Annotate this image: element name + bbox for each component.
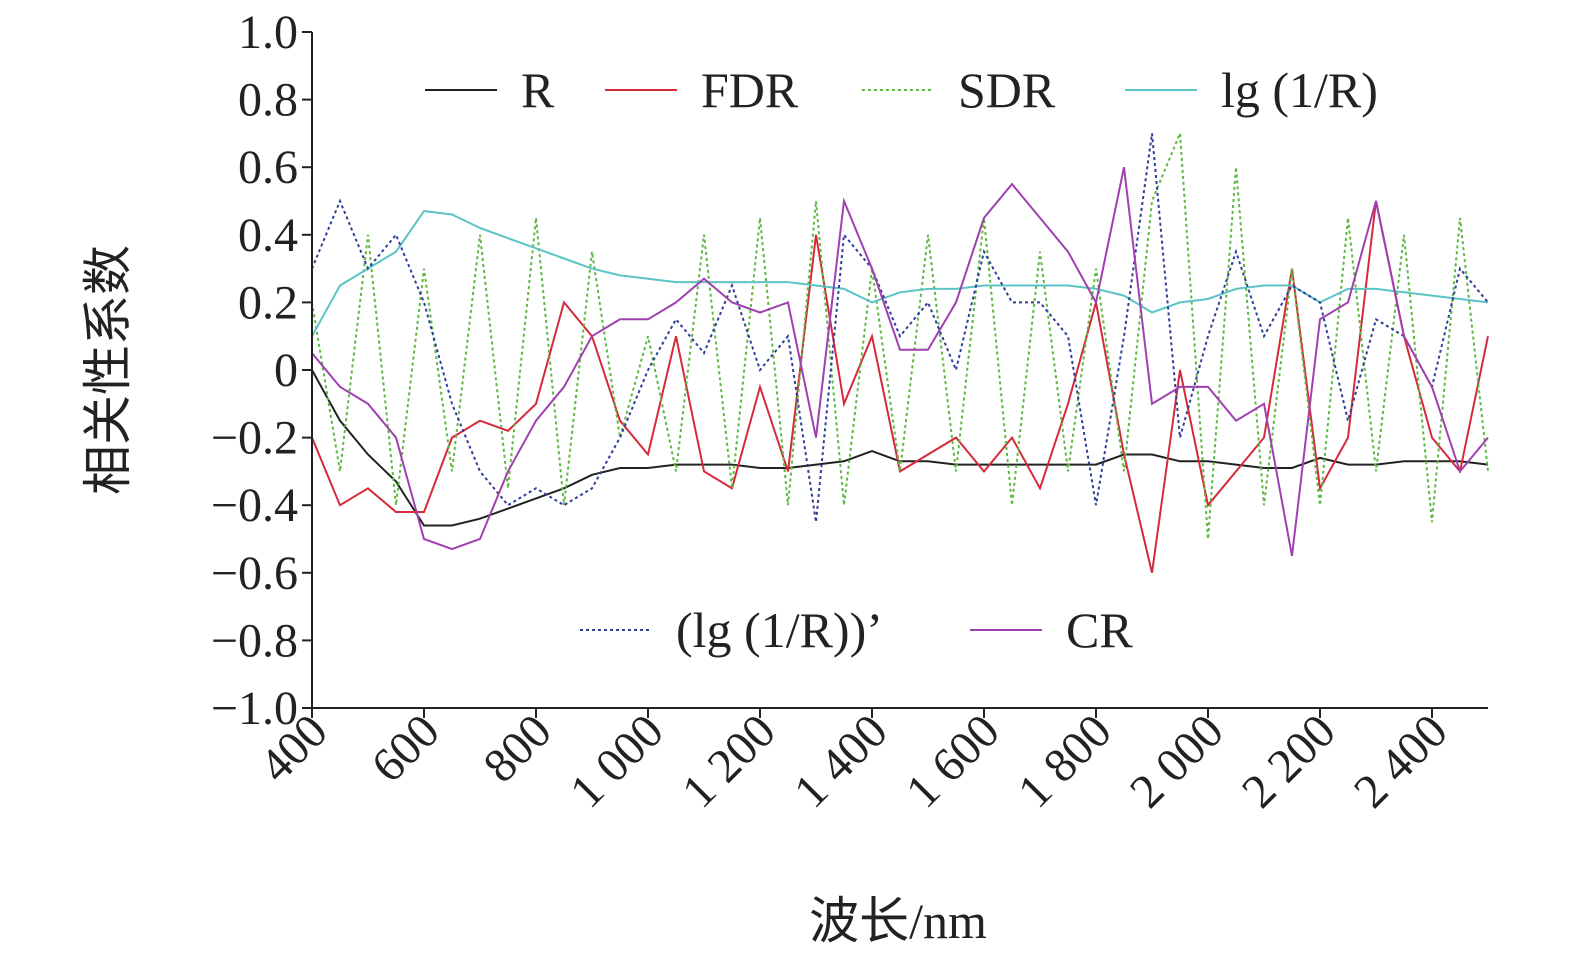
- series-line: [312, 133, 1489, 540]
- y-tick-label: −0.4: [211, 479, 298, 532]
- legend-label: FDR: [701, 62, 799, 118]
- y-tick-label: 0: [274, 344, 298, 397]
- y-tick-label: −1.0: [211, 682, 298, 735]
- y-tick-label: −0.2: [211, 412, 298, 465]
- y-tick-label: 0.6: [238, 141, 298, 194]
- x-tick-label: 2 400: [1344, 704, 1458, 818]
- y-tick-label: 0.2: [238, 276, 298, 329]
- y-axis-title: 相关性系数: [80, 245, 136, 495]
- y-tick-label: 0.8: [238, 74, 298, 127]
- x-tick-label: 1 800: [1008, 704, 1122, 818]
- series-line: [312, 166, 1489, 557]
- legend-label: SDR: [958, 62, 1056, 118]
- x-tick-label: 600: [361, 704, 449, 792]
- series-line: [312, 369, 1489, 527]
- legend-label: CR: [1066, 602, 1133, 658]
- x-axis-title: 波长/nm: [809, 893, 987, 949]
- x-tick-label: 1 000: [560, 704, 674, 818]
- x-tick-label: 800: [473, 704, 561, 792]
- y-tick-label: −0.6: [211, 547, 298, 600]
- legend-label: lg (1/R): [1221, 62, 1378, 118]
- plot-area: [312, 133, 1489, 574]
- x-tick-label: 2 200: [1232, 704, 1346, 818]
- legend-label: R: [521, 62, 555, 118]
- x-tick-label: 2 000: [1120, 704, 1234, 818]
- legend-label: (lg (1/R))’: [676, 602, 883, 658]
- y-tick-label: −0.8: [211, 614, 298, 667]
- y-tick-label: 0.4: [238, 209, 298, 262]
- x-tick-label: 1 600: [896, 704, 1010, 818]
- series-line: [312, 210, 1489, 337]
- x-tick-label: 1 200: [672, 704, 786, 818]
- y-tick-label: 1.0: [238, 6, 298, 59]
- x-tick-label: 1 400: [784, 704, 898, 818]
- series-line: [312, 133, 1489, 523]
